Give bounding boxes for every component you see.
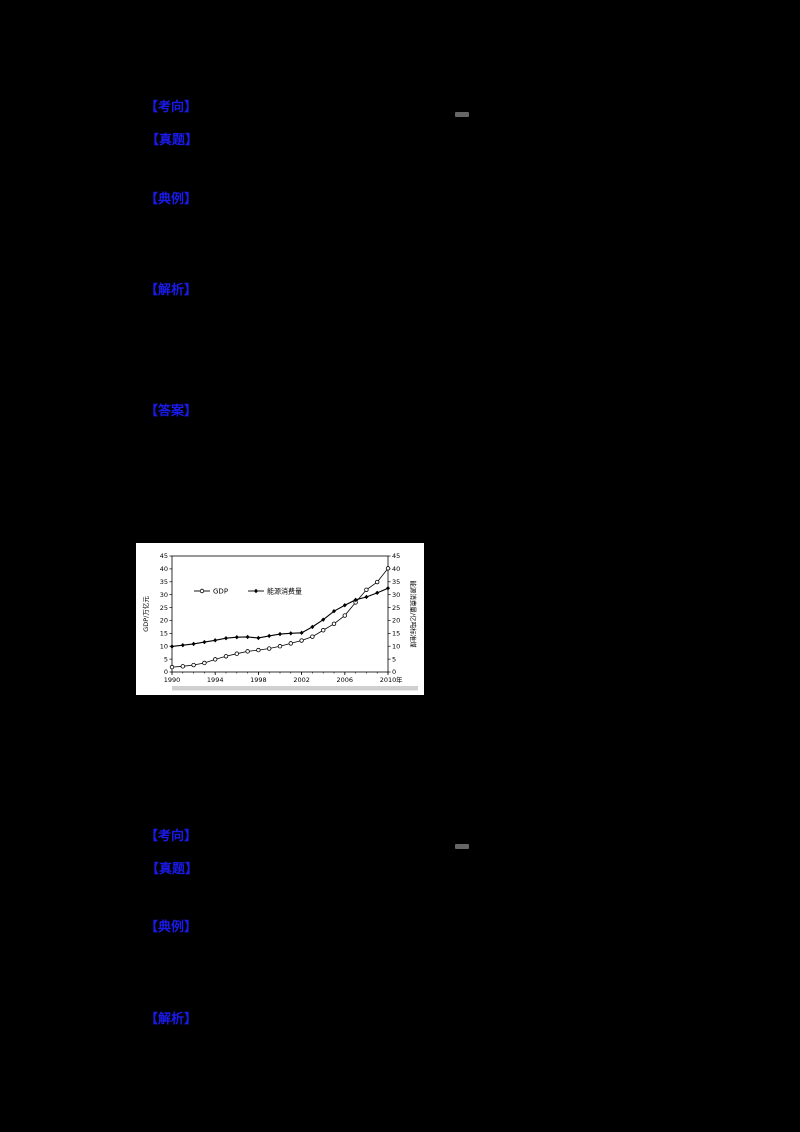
svg-text:15: 15	[160, 630, 168, 638]
svg-text:年: 年	[396, 675, 403, 684]
svg-text:10: 10	[160, 642, 168, 650]
svg-text:2002: 2002	[293, 676, 310, 684]
marker-dianli-2: 【典例】	[145, 920, 198, 935]
svg-text:GDP/万亿元: GDP/万亿元	[141, 596, 150, 632]
svg-text:能源消费量: 能源消费量	[267, 586, 302, 595]
svg-text:30: 30	[160, 591, 168, 599]
svg-text:1990: 1990	[164, 676, 181, 684]
svg-text:5: 5	[392, 655, 396, 663]
svg-text:GDP: GDP	[213, 587, 228, 595]
svg-text:0: 0	[164, 668, 168, 676]
svg-text:15: 15	[392, 630, 400, 638]
svg-text:30: 30	[392, 591, 400, 599]
svg-text:25: 25	[160, 604, 168, 612]
svg-text:45: 45	[392, 552, 400, 560]
svg-text:2006: 2006	[337, 676, 354, 684]
marker-daan-1: 【答案】	[145, 404, 198, 419]
svg-text:能源消费量/亿吨标准煤: 能源消费量/亿吨标准煤	[409, 580, 418, 648]
svg-text:45: 45	[160, 552, 168, 560]
chart-panel: 0 0 5 5 10 10 15 15 20 20 25 25 30 30 35 35 40 40 45 45 1990…	[136, 543, 424, 695]
marker-jiexi-2: 【解析】	[145, 1012, 198, 1027]
blank-dash-1	[455, 112, 469, 117]
marker-zhenti-1: 【真题】	[146, 133, 199, 148]
blank-dash-2	[455, 844, 469, 849]
marker-kaoxiang-2: 【考向】	[145, 829, 198, 844]
svg-text:1994: 1994	[207, 676, 224, 684]
svg-text:20: 20	[392, 617, 400, 625]
svg-text:5: 5	[164, 655, 168, 663]
svg-text:40: 40	[392, 565, 400, 573]
svg-text:20: 20	[160, 617, 168, 625]
svg-text:35: 35	[160, 578, 168, 586]
svg-text:2010: 2010	[380, 676, 397, 684]
marker-kaoxiang-1: 【考向】	[145, 100, 198, 115]
svg-text:25: 25	[392, 604, 400, 612]
marker-zhenti-2: 【真题】	[146, 862, 199, 877]
svg-text:1998: 1998	[250, 676, 267, 684]
svg-text:40: 40	[160, 565, 168, 573]
svg-text:10: 10	[392, 642, 400, 650]
marker-dianli-1: 【典例】	[145, 192, 198, 207]
marker-jiexi-1: 【解析】	[145, 283, 198, 298]
gdp-energy-line-chart: 0 0 5 5 10 10 15 15 20 20 25 25 30 30 35 35 40 40 45 45 1990…	[141, 552, 418, 691]
svg-text:35: 35	[392, 578, 400, 586]
svg-text:0: 0	[392, 668, 396, 676]
